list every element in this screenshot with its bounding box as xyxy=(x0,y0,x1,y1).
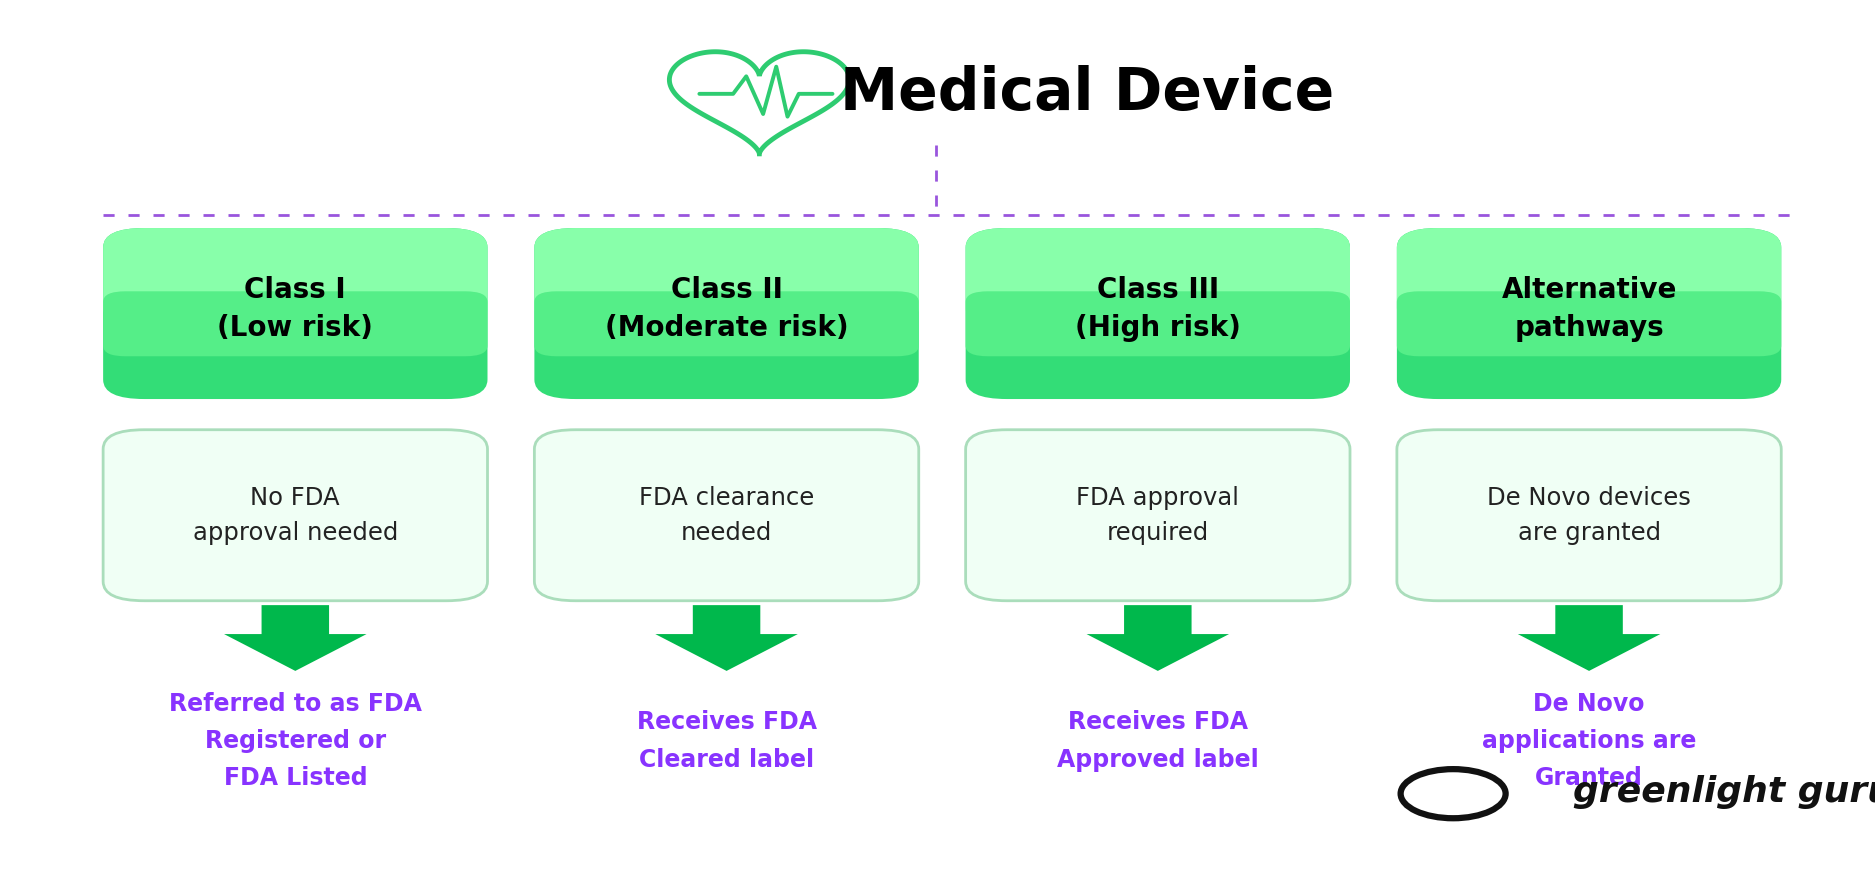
Text: Referred to as FDA
Registered or
FDA Listed: Referred to as FDA Registered or FDA Lis… xyxy=(169,692,422,790)
FancyBboxPatch shape xyxy=(966,291,1350,356)
FancyBboxPatch shape xyxy=(966,228,1350,327)
FancyBboxPatch shape xyxy=(534,228,919,327)
Polygon shape xyxy=(1519,605,1661,671)
FancyBboxPatch shape xyxy=(534,430,919,601)
FancyBboxPatch shape xyxy=(534,228,919,399)
FancyBboxPatch shape xyxy=(103,430,488,601)
FancyBboxPatch shape xyxy=(966,228,1350,399)
FancyBboxPatch shape xyxy=(534,291,919,356)
Text: Alternative
pathways: Alternative pathways xyxy=(1502,276,1676,342)
Polygon shape xyxy=(1088,605,1230,671)
Polygon shape xyxy=(656,605,797,671)
Text: greenlight guru: greenlight guru xyxy=(1573,775,1875,809)
Text: De Novo devices
are granted: De Novo devices are granted xyxy=(1487,486,1691,545)
Text: FDA approval
required: FDA approval required xyxy=(1076,486,1239,545)
FancyBboxPatch shape xyxy=(103,228,488,327)
FancyBboxPatch shape xyxy=(1397,228,1781,399)
Text: Class II
(Moderate risk): Class II (Moderate risk) xyxy=(606,276,848,342)
FancyBboxPatch shape xyxy=(103,228,488,399)
FancyBboxPatch shape xyxy=(1397,430,1781,601)
Text: No FDA
approval needed: No FDA approval needed xyxy=(193,486,398,545)
Text: Receives FDA
Cleared label: Receives FDA Cleared label xyxy=(636,710,816,772)
Circle shape xyxy=(1423,780,1483,808)
Text: Class III
(High risk): Class III (High risk) xyxy=(1074,276,1241,342)
Text: Class I
(Low risk): Class I (Low risk) xyxy=(218,276,373,342)
FancyBboxPatch shape xyxy=(1397,228,1781,327)
Text: FDA clearance
needed: FDA clearance needed xyxy=(639,486,814,545)
FancyBboxPatch shape xyxy=(1397,291,1781,356)
Polygon shape xyxy=(225,605,368,671)
Text: Medical Device: Medical Device xyxy=(840,66,1335,122)
Text: Receives FDA
Approved label: Receives FDA Approved label xyxy=(1058,710,1258,772)
Text: De Novo
applications are
Granted: De Novo applications are Granted xyxy=(1481,692,1697,790)
FancyBboxPatch shape xyxy=(966,430,1350,601)
FancyBboxPatch shape xyxy=(103,291,488,356)
